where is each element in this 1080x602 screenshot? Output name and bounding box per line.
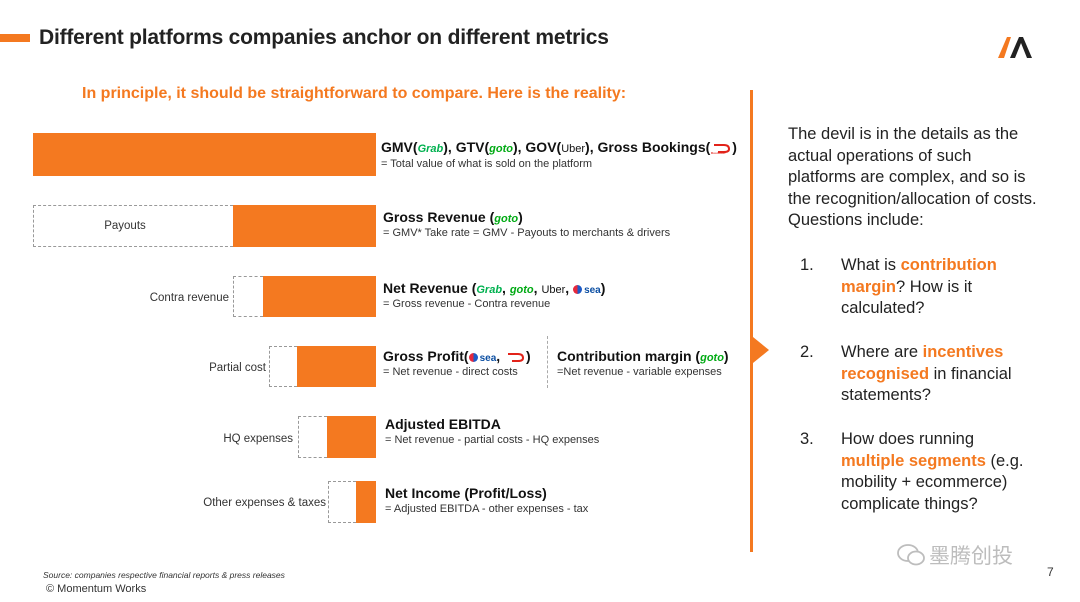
wechat-icon (897, 544, 925, 566)
contra-revenue-dashed-box (233, 276, 263, 317)
question-3-number: 3. (800, 430, 814, 448)
payouts-label: Payouts (104, 220, 146, 232)
sea-logo-icon (573, 285, 583, 294)
contribution-separator (547, 336, 548, 388)
goto-logo: goto (509, 284, 534, 296)
gmv-desc: = Total value of what is sold on the pla… (381, 158, 593, 170)
net-income-bar (356, 481, 376, 523)
net-revenue-desc: = Gross revenue - Contra revenue (383, 298, 551, 310)
goto-logo: goto (700, 352, 724, 364)
adjusted-ebitda-desc: = Net revenue - partial costs - HQ expen… (385, 434, 600, 446)
contribution-margin-title: Contribution margin (goto) (557, 348, 729, 364)
net-revenue-title: Net Revenue (Grab, goto, Uber, sea) (383, 280, 606, 296)
svg-text:DoorDash: DoorDash (711, 151, 726, 154)
hq-expenses-label: HQ expenses (223, 433, 293, 445)
section-divider (750, 90, 753, 552)
copyright: © Momentum Works (46, 583, 147, 595)
gross-profit-bar (297, 346, 376, 387)
sidebar-intro: The devil is in the details as the actua… (788, 125, 1037, 230)
doordash-logo-icon: DoorDash (711, 144, 731, 154)
question-2: Where are incentives recognised in finan… (841, 343, 1012, 405)
other-expenses-label: Other expenses & taxes (203, 497, 326, 509)
other-expenses-dashed-box (328, 481, 356, 523)
gmv-title: GMV(Grab), GTV(goto), GOV(Uber), Gross B… (381, 139, 737, 155)
gross-profit-title: Gross Profit(sea, ) (383, 348, 531, 364)
hq-expenses-dashed-box (298, 416, 327, 458)
partial-cost-dashed-box (269, 346, 297, 387)
net-income-desc: = Adjusted EBITDA - other expenses - tax (385, 503, 589, 515)
adjusted-ebitda-title: Adjusted EBITDA (385, 416, 501, 432)
partial-cost-label: Partial cost (209, 362, 266, 374)
grab-logo: Grab (417, 143, 444, 155)
title-accent-bar (0, 34, 30, 42)
adjusted-ebitda-bar (327, 416, 376, 458)
question-1: What is contribution margin? How is it c… (841, 256, 997, 318)
sea-logo: sea (479, 353, 497, 364)
source-note: Source: companies respective financial r… (43, 570, 285, 580)
uber-logo: Uber (561, 143, 586, 155)
divider-arrow-icon (753, 337, 769, 363)
momentum-works-logo-icon (998, 37, 1032, 58)
question-3: How does running multiple segments (e.g.… (841, 430, 1024, 513)
page-title: Different platforms companies anchor on … (39, 26, 609, 49)
contribution-margin-desc: =Net revenue - variable expenses (557, 366, 722, 378)
question-2-number: 2. (800, 343, 814, 361)
grab-logo: Grab (476, 284, 503, 296)
goto-logo: goto (494, 213, 519, 225)
net-income-title: Net Income (Profit/Loss) (385, 485, 547, 501)
page-number: 7 (1047, 565, 1054, 579)
gross-revenue-title: Gross Revenue (goto) (383, 209, 523, 225)
uber-logo: Uber (541, 284, 566, 296)
question-1-number: 1. (800, 256, 814, 274)
gross-profit-desc: = Net revenue - direct costs (383, 366, 518, 378)
subtitle: In principle, it should be straightforwa… (82, 85, 627, 102)
payouts-dashed-box (33, 205, 233, 247)
contra-revenue-label: Contra revenue (149, 292, 229, 304)
gross-revenue-bar (233, 205, 376, 247)
goto-logo: goto (489, 143, 513, 155)
gross-revenue-desc: = GMV* Take rate = GMV - Payouts to merc… (383, 227, 671, 239)
watermark: 墨腾创投 (897, 540, 1013, 570)
doordash-logo-icon (508, 353, 525, 362)
sea-logo-icon (468, 353, 478, 362)
sea-logo: sea (584, 285, 601, 296)
net-revenue-bar (263, 276, 376, 317)
gmv-bar (33, 133, 376, 176)
